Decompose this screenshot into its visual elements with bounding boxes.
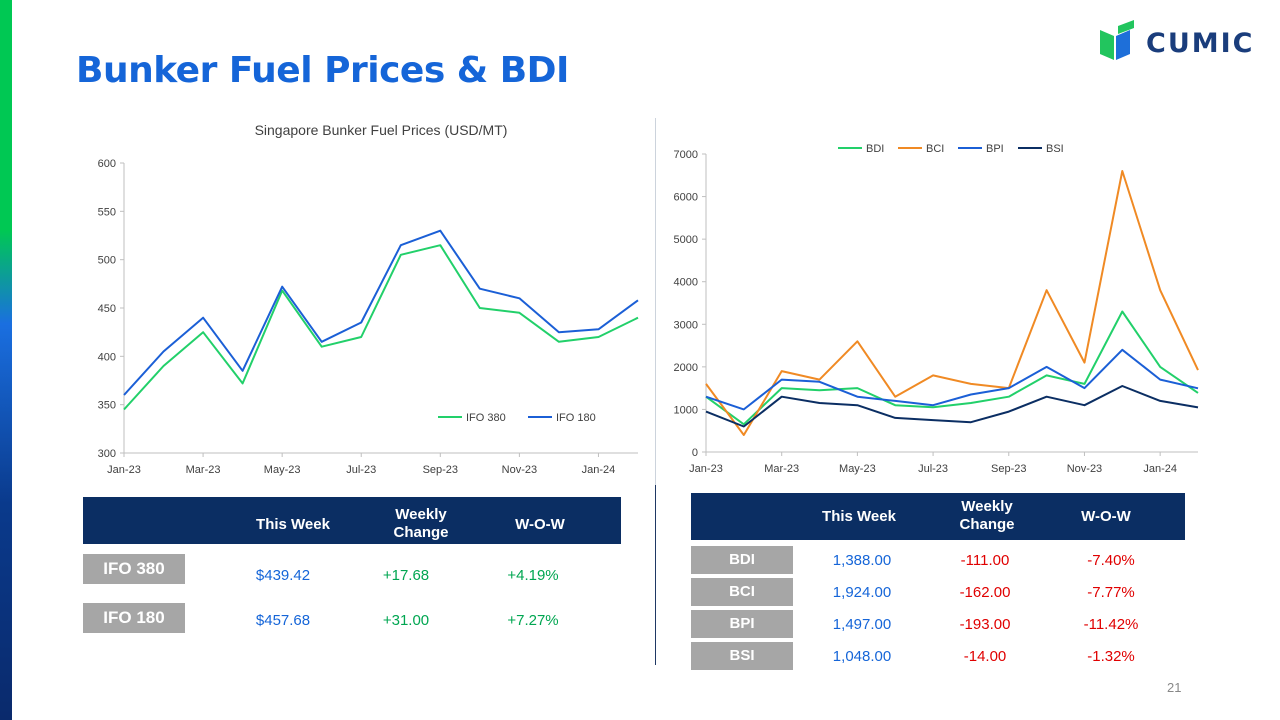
divider: [655, 118, 656, 663]
y-tick-label: 400: [98, 351, 116, 363]
row-label-bci: BCI: [691, 578, 793, 606]
legend-label: BPI: [986, 143, 1004, 155]
bsi-wow: -1.32%: [1087, 648, 1135, 665]
x-tick-label: Nov-23: [502, 464, 537, 476]
ifo180-this-week: $457.68: [255, 612, 311, 629]
legend-label: IFO 380: [466, 412, 506, 424]
bsi-this-week: 1,048.00: [832, 648, 892, 665]
x-tick-label: Jan-24: [1143, 463, 1177, 475]
ifo380-this-week: $439.42: [255, 567, 311, 584]
y-tick-label: 2000: [674, 362, 698, 374]
ifo380-wow: +4.19%: [507, 567, 559, 584]
x-tick-label: Sep-23: [991, 463, 1026, 475]
y-tick-label: 5000: [674, 234, 698, 246]
bunker-fuel-chart: Singapore Bunker Fuel Prices (USD/MT) 300…: [98, 122, 639, 476]
y-tick-label: 600: [98, 158, 116, 170]
ifo380-change: +17.68: [382, 567, 430, 584]
ifo180-wow: +7.27%: [507, 612, 559, 629]
series-line-ifo-180: [123, 229, 639, 396]
y-tick-label: 4000: [674, 277, 698, 289]
y-tick-label: 350: [98, 400, 116, 412]
x-tick-label: Sep-23: [423, 464, 458, 476]
header-weekly-change: Weekly Change: [959, 498, 1015, 533]
y-tick-label: 1000: [674, 404, 698, 416]
row-label-bsi: BSI: [691, 642, 793, 670]
fuel-table-header: This Week Weekly Change W-O-W: [83, 497, 621, 544]
series-line-bci: [705, 170, 1199, 436]
page-title: Bunker Fuel Prices & BDI: [76, 50, 569, 91]
header-weekly-change: Weekly Change: [393, 506, 449, 541]
x-tick-label: May-23: [264, 464, 301, 476]
y-tick-label: 7000: [674, 149, 698, 161]
ifo180-change: +31.00: [382, 612, 430, 629]
bpi-change: -193.00: [959, 616, 1011, 633]
legend-label: BSI: [1046, 143, 1064, 155]
x-tick-label: Mar-23: [764, 463, 799, 475]
bdi-this-week: 1,388.00: [832, 552, 892, 569]
header-this-week: This Week: [256, 516, 330, 533]
x-tick-label: Nov-23: [1067, 463, 1102, 475]
bpi-wow: -11.42%: [1083, 616, 1139, 633]
bdi-change: -111.00: [960, 552, 1010, 569]
bci-wow: -7.77%: [1087, 584, 1135, 601]
x-tick-label: Jul-23: [918, 463, 948, 475]
row-label-ifo380: IFO 380: [83, 554, 185, 584]
logo: CUMIC: [1096, 20, 1256, 72]
y-tick-label: 550: [98, 206, 116, 218]
logo-text: CUMIC: [1146, 28, 1255, 59]
page-number: 21: [1167, 680, 1182, 695]
x-tick-label: Jan-24: [582, 464, 616, 476]
y-tick-label: 0: [692, 447, 698, 459]
series-line-bdi: [705, 310, 1199, 426]
y-tick-label: 300: [98, 448, 116, 460]
row-label-ifo180: IFO 180: [83, 603, 185, 633]
row-label-bdi: BDI: [691, 546, 793, 574]
bdi-wow: -7.40%: [1087, 552, 1135, 569]
accent-bar: [0, 0, 12, 720]
x-tick-label: Jan-23: [107, 464, 141, 476]
bci-change: -162.00: [959, 584, 1011, 601]
logo-mark-icon: [1100, 20, 1134, 60]
bdi-table-header: This Week Weekly Change W-O-W: [691, 493, 1185, 540]
legend-label: IFO 180: [556, 412, 596, 424]
chart-title: Singapore Bunker Fuel Prices (USD/MT): [255, 122, 508, 138]
x-tick-label: Mar-23: [186, 464, 221, 476]
legend-label: BCI: [926, 143, 944, 155]
header-this-week: This Week: [822, 508, 896, 525]
x-tick-label: Jul-23: [346, 464, 376, 476]
series-line-ifo-380: [123, 244, 639, 411]
x-tick-label: Jan-23: [689, 463, 723, 475]
series-line-bsi: [705, 385, 1199, 428]
series-line-bpi: [705, 348, 1199, 411]
bpi-this-week: 1,497.00: [832, 616, 892, 633]
bci-this-week: 1,924.00: [832, 584, 892, 601]
y-tick-label: 450: [98, 303, 116, 315]
bdi-index-chart: 0 1000 2000 3000 4000 5000 6000 7000 Jan-23 Mar-2…: [674, 143, 1199, 475]
row-label-bpi: BPI: [691, 610, 793, 638]
y-tick-label: 500: [98, 255, 116, 267]
y-tick-label: 6000: [674, 192, 698, 204]
divider-accent: [655, 485, 656, 665]
y-tick-label: 3000: [674, 319, 698, 331]
bsi-change: -14.00: [963, 648, 1007, 665]
header-wow: W-O-W: [1081, 508, 1131, 525]
header-wow: W-O-W: [515, 516, 565, 533]
legend-label: BDI: [866, 143, 884, 155]
x-tick-label: May-23: [839, 463, 876, 475]
